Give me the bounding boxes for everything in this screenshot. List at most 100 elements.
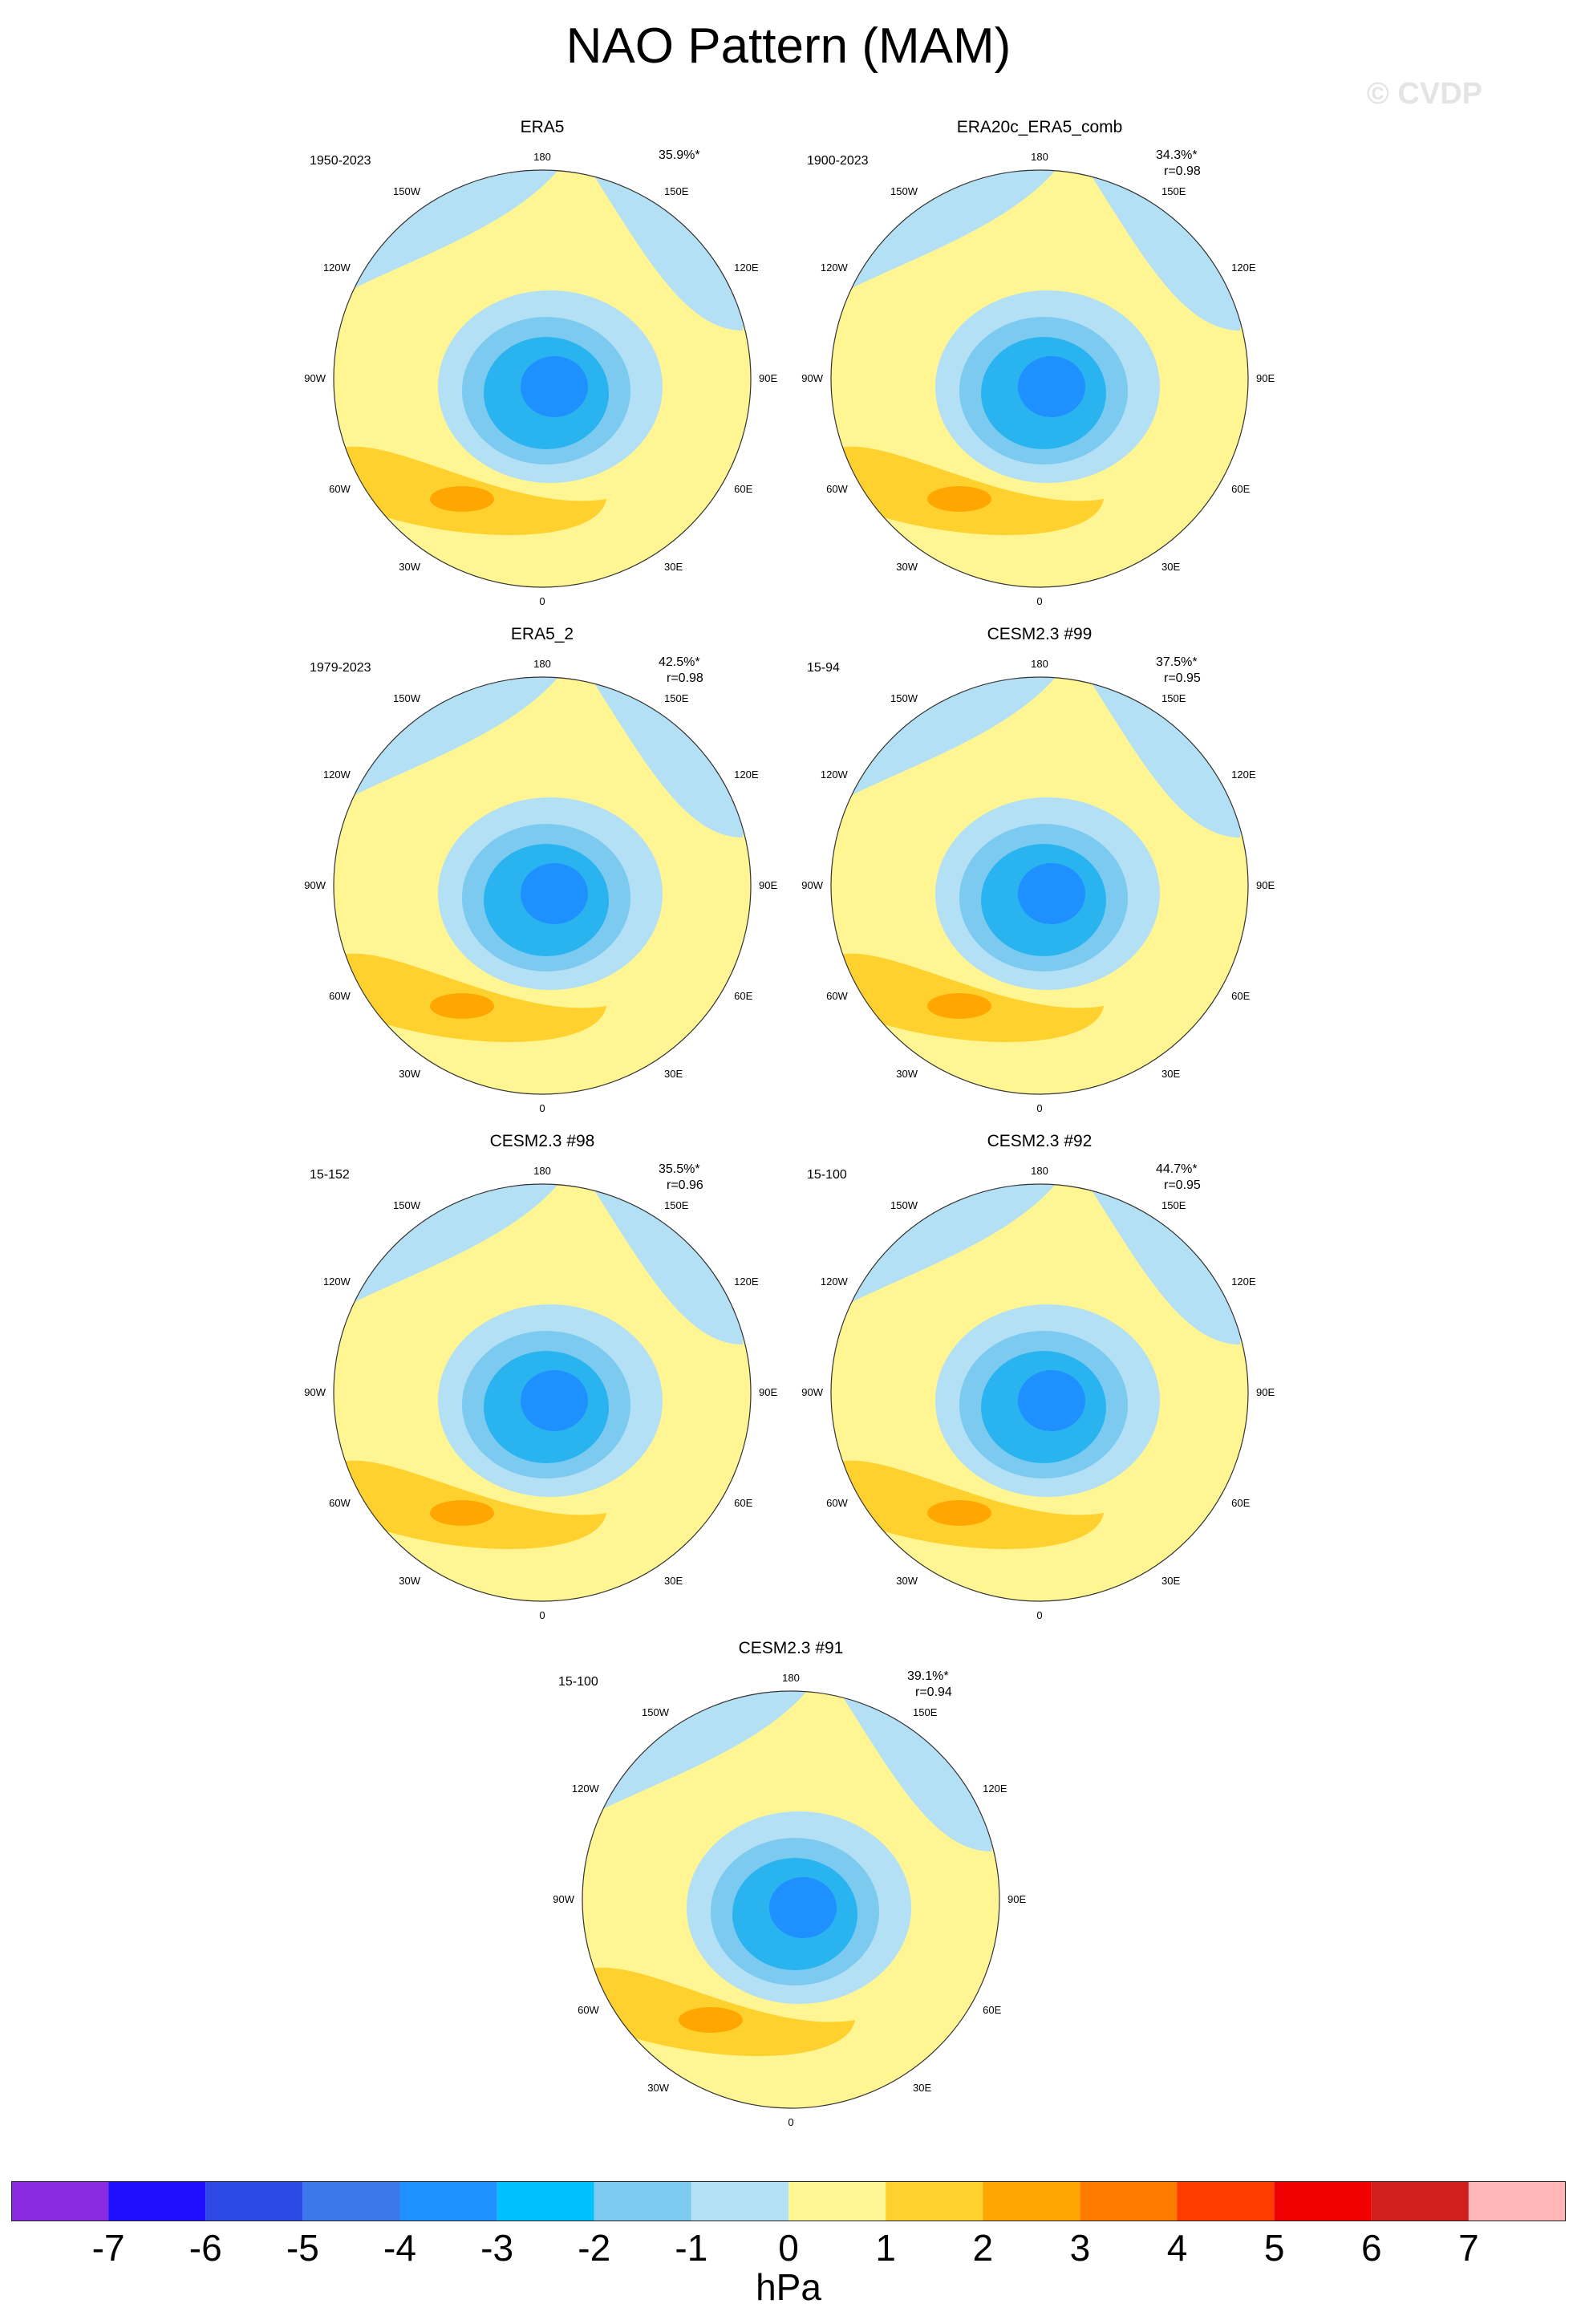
lon-label-120w: 120W bbox=[323, 769, 351, 781]
stats-label: 34.3%* r=0.98 bbox=[1156, 148, 1201, 180]
variance-pct: 44.7%* bbox=[1156, 1162, 1198, 1176]
arctic-low-core bbox=[521, 863, 588, 924]
colorbar-swatch bbox=[691, 2181, 788, 2221]
pattern-correlation: r=0.98 bbox=[667, 671, 703, 685]
colorbar-tick-label: 6 bbox=[1360, 2227, 1382, 2269]
colorbar-swatch bbox=[302, 2181, 400, 2221]
lon-label-90e: 90E bbox=[759, 372, 777, 384]
map-border bbox=[830, 169, 1249, 588]
map-border bbox=[830, 1183, 1249, 1602]
panel-title: CESM2.3 #91 bbox=[738, 1639, 844, 1657]
polar-map: 180 0 150W 150E 120W 120E 90W 90E 60W 60E 30W 30E bbox=[304, 151, 777, 607]
negative-region-asia bbox=[1088, 170, 1241, 331]
colorbar-swatch bbox=[1080, 2181, 1178, 2221]
negative-region-pacific bbox=[847, 1184, 1056, 1304]
lon-label-90w: 90W bbox=[801, 1386, 823, 1398]
lon-label-150w: 150W bbox=[642, 1706, 670, 1718]
negative-region-pacific bbox=[350, 170, 558, 290]
lon-label-60e: 60E bbox=[1231, 483, 1250, 495]
lon-label-150w: 150W bbox=[890, 692, 918, 704]
lon-label-150e: 150E bbox=[913, 1706, 938, 1718]
lon-label-150e: 150E bbox=[664, 692, 689, 704]
colorbar-tick-label: -5 bbox=[286, 2227, 319, 2269]
lon-label-0: 0 bbox=[539, 595, 545, 607]
variance-pct: 34.3%* bbox=[1156, 148, 1198, 162]
lon-label-60w: 60W bbox=[826, 990, 848, 1002]
negative-region-asia bbox=[1088, 1184, 1241, 1345]
lon-label-30w: 30W bbox=[399, 1068, 420, 1080]
colorbar-tick-label: 3 bbox=[1069, 2227, 1091, 2269]
lon-label-30w: 30W bbox=[399, 1575, 420, 1587]
lon-label-0: 0 bbox=[1036, 1609, 1042, 1621]
variance-pct: 37.5%* bbox=[1156, 655, 1198, 669]
atlantic-high-core bbox=[430, 993, 494, 1019]
period-label: 15-100 bbox=[558, 1675, 598, 1689]
lon-label-180: 180 bbox=[533, 1165, 551, 1177]
colorbar-swatch bbox=[886, 2181, 983, 2221]
lon-label-120e: 120E bbox=[1231, 1276, 1256, 1288]
map-field bbox=[831, 170, 1248, 587]
lon-label-60e: 60E bbox=[983, 2004, 1001, 2016]
lon-label-60w: 60W bbox=[329, 990, 351, 1002]
negative-region-asia bbox=[590, 1184, 744, 1345]
lon-label-30e: 30E bbox=[1161, 561, 1180, 573]
lon-label-120w: 120W bbox=[572, 1783, 600, 1795]
map-field bbox=[334, 170, 751, 587]
map-panel-cesm92: CESM2.3 #92 15-100 44.7%* r=0.95 180 0 150… bbox=[791, 1131, 1288, 1621]
map-panel-cesm91: CESM2.3 #91 15-100 39.1%* r=0.94 180 0 150… bbox=[542, 1638, 1040, 2128]
stats-label: 39.1%* r=0.94 bbox=[907, 1669, 952, 1701]
atlantic-high-core bbox=[430, 1500, 494, 1526]
lon-label-90w: 90W bbox=[304, 1386, 326, 1398]
map-border bbox=[333, 1183, 752, 1602]
lon-label-90e: 90E bbox=[1007, 1893, 1026, 1905]
colorbar-tick-label: -7 bbox=[91, 2227, 125, 2269]
lon-label-90w: 90W bbox=[801, 879, 823, 891]
colorbar-tick-label: 2 bbox=[972, 2227, 994, 2269]
lon-label-180: 180 bbox=[533, 658, 551, 670]
lon-label-90w: 90W bbox=[304, 879, 326, 891]
lon-label-120w: 120W bbox=[821, 262, 849, 274]
atlantic-high-core bbox=[430, 486, 494, 512]
lon-label-150w: 150W bbox=[393, 185, 421, 197]
pattern-correlation: r=0.98 bbox=[1164, 164, 1201, 178]
stats-label: 35.9%* bbox=[659, 148, 700, 164]
arctic-low-core bbox=[521, 356, 588, 417]
pattern-correlation: r=0.95 bbox=[1164, 671, 1201, 685]
stats-label: 37.5%* r=0.95 bbox=[1156, 655, 1201, 687]
colorbar-tick-label: 4 bbox=[1166, 2227, 1188, 2269]
map-border bbox=[333, 169, 752, 588]
lon-label-120w: 120W bbox=[821, 1276, 849, 1288]
lon-label-60w: 60W bbox=[826, 483, 848, 495]
lon-label-30e: 30E bbox=[1161, 1575, 1180, 1587]
map-field bbox=[334, 1184, 751, 1601]
variance-pct: 39.1%* bbox=[907, 1669, 949, 1683]
polar-map: 180 0 150W 150E 120W 120E 90W 90E 60W 60E 30W 30E bbox=[801, 151, 1275, 607]
colorbar-tick-label: -1 bbox=[675, 2227, 708, 2269]
lon-label-30w: 30W bbox=[647, 2082, 669, 2094]
stats-label: 35.5%* r=0.96 bbox=[659, 1162, 703, 1194]
colorbar-swatch bbox=[983, 2181, 1080, 2221]
atlantic-high-core bbox=[927, 486, 991, 512]
lon-label-60e: 60E bbox=[1231, 1497, 1250, 1509]
variance-pct: 35.5%* bbox=[659, 1162, 700, 1176]
lon-label-150e: 150E bbox=[1161, 1199, 1186, 1211]
colorbar-tick-label: -3 bbox=[480, 2227, 514, 2269]
lon-label-60e: 60E bbox=[734, 483, 752, 495]
lon-label-30e: 30E bbox=[1161, 1068, 1180, 1080]
polar-map: 180 0 150W 150E 120W 120E 90W 90E 60W 60E 30W 30E bbox=[553, 1672, 1026, 2128]
colorbar bbox=[11, 2181, 1566, 2221]
polar-map: 180 0 150W 150E 120W 120E 90W 90E 60W 60E 30W 30E bbox=[304, 658, 777, 1114]
lon-label-150e: 150E bbox=[1161, 692, 1186, 704]
map-field bbox=[831, 1184, 1248, 1601]
pattern-correlation: r=0.96 bbox=[667, 1178, 703, 1192]
arctic-low-core bbox=[769, 1877, 837, 1938]
period-label: 1979-2023 bbox=[310, 661, 371, 675]
lon-label-60e: 60E bbox=[734, 1497, 752, 1509]
lon-label-150w: 150W bbox=[393, 1199, 421, 1211]
panel-title: CESM2.3 #92 bbox=[987, 1132, 1093, 1150]
lon-label-30e: 30E bbox=[664, 1575, 683, 1587]
negative-region-asia bbox=[590, 170, 744, 331]
map-border bbox=[582, 1690, 1000, 2109]
panel-title: ERA20c_ERA5_comb bbox=[956, 118, 1123, 136]
period-label: 15-152 bbox=[310, 1168, 350, 1182]
